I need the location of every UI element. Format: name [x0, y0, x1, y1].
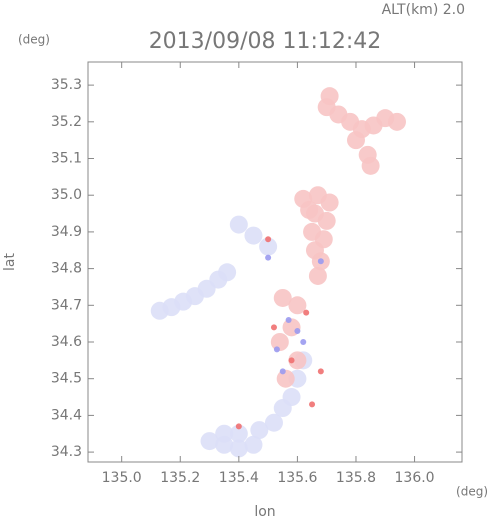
- echo-point: [279, 368, 286, 375]
- echo-point: [215, 424, 234, 443]
- echo-point: [309, 401, 316, 408]
- echo-point: [273, 288, 292, 307]
- echo-point: [218, 263, 237, 282]
- echo-point: [303, 309, 310, 316]
- x-unit: (deg): [456, 485, 488, 499]
- echo-point: [229, 439, 248, 458]
- echo-point: [250, 421, 269, 440]
- altitude-note: ALT(km) 2.0: [382, 2, 465, 18]
- echo-point: [265, 254, 272, 261]
- plot-frame: [87, 61, 463, 463]
- echo-point: [294, 327, 301, 334]
- y-tick-label: 34.9: [51, 224, 82, 240]
- echo-point: [235, 423, 242, 430]
- chart-title: 2013/09/08 11:12:42: [149, 29, 382, 54]
- y-tick-label: 34.4: [51, 407, 82, 423]
- echo-point: [229, 424, 248, 443]
- x-tick-label: 136.0: [395, 470, 435, 486]
- echo-point: [387, 112, 406, 131]
- echo-point: [320, 193, 339, 212]
- echo-point: [270, 324, 277, 331]
- echo-point: [361, 156, 380, 175]
- echo-point: [282, 388, 301, 407]
- y-tick-label: 35.2: [51, 114, 82, 130]
- echo-point: [229, 215, 248, 234]
- x-tick-label: 135.0: [102, 470, 142, 486]
- echo-point: [346, 131, 365, 150]
- echo-point: [285, 316, 292, 323]
- y-unit: (deg): [18, 33, 50, 47]
- echo-point: [259, 237, 278, 256]
- echo-point: [308, 266, 327, 285]
- echo-point: [288, 357, 295, 364]
- echo-point: [288, 351, 307, 370]
- x-tick-label: 135.2: [160, 470, 200, 486]
- y-tick-label: 34.7: [51, 297, 82, 313]
- echo-point: [244, 435, 263, 454]
- echo-point: [244, 226, 263, 245]
- echo-point: [200, 432, 219, 451]
- echo-point: [317, 368, 324, 375]
- echo-point: [317, 211, 336, 230]
- x-axis-label: lon: [254, 504, 275, 520]
- echo-point: [273, 346, 280, 353]
- echo-point: [264, 413, 283, 432]
- echo-point: [265, 236, 272, 243]
- echo-point: [320, 87, 339, 106]
- echo-point: [276, 369, 295, 388]
- y-axis-label: lat: [2, 253, 18, 271]
- x-tick-label: 135.4: [219, 470, 259, 486]
- y-tick-label: 34.8: [51, 261, 82, 277]
- echo-point: [288, 296, 307, 315]
- y-tick-label: 34.5: [51, 371, 82, 387]
- y-tick-label: 34.3: [51, 444, 82, 460]
- y-tick-label: 34.6: [51, 334, 82, 350]
- echo-point: [317, 258, 324, 265]
- y-tick-label: 35.3: [51, 77, 82, 93]
- echo-point: [300, 339, 307, 345]
- y-tick-label: 35.0: [51, 187, 82, 203]
- y-tick-label: 35.1: [51, 151, 82, 167]
- echo-point: [270, 333, 289, 351]
- x-tick-label: 135.8: [336, 470, 376, 486]
- echo-point: [300, 200, 319, 219]
- x-tick-label: 135.6: [277, 470, 317, 486]
